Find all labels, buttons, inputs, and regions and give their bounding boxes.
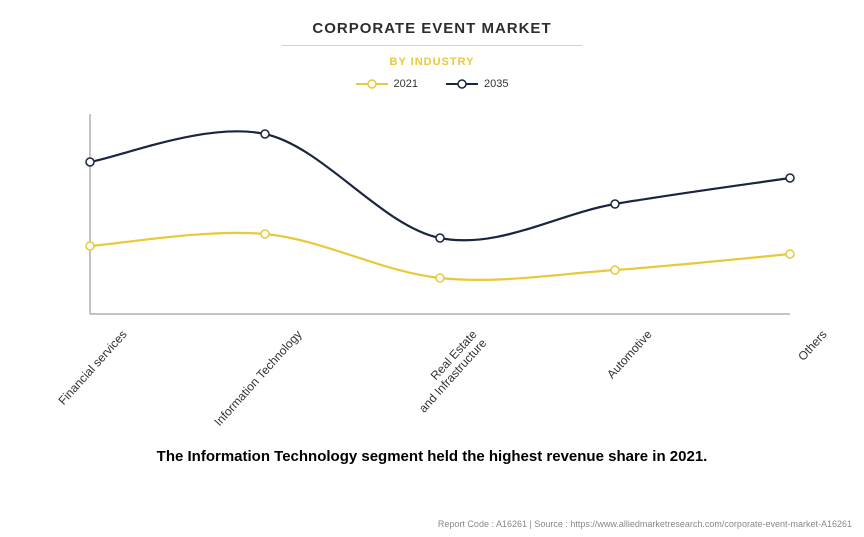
source-url: https://www.alliedmarketresearch.com/cor… xyxy=(570,519,852,529)
chart-container: CORPORATE EVENT MARKET BY INDUSTRY 2021 … xyxy=(0,0,864,537)
chart-caption: The Information Technology segment held … xyxy=(30,448,834,465)
chart-subtitle: BY INDUSTRY xyxy=(30,56,834,68)
x-axis-label: Automotive xyxy=(605,328,655,381)
source-prefix: Source : xyxy=(534,519,570,529)
legend-label: 2035 xyxy=(484,78,508,90)
legend-marker-icon xyxy=(446,79,478,89)
legend-item-2021: 2021 xyxy=(356,78,418,90)
x-axis-label: Real Estate and Infrastructure xyxy=(407,328,490,416)
x-axis-labels: Financial services Information Technology… xyxy=(30,318,834,438)
legend-label: 2021 xyxy=(394,78,418,90)
line-chart xyxy=(30,104,834,324)
x-axis-label: Financial services xyxy=(56,328,130,408)
report-code: A16261 xyxy=(496,519,527,529)
legend-item-2035: 2035 xyxy=(446,78,508,90)
footer-source: Report Code : A16261 | Source : https://… xyxy=(438,519,852,529)
report-code-prefix: Report Code : xyxy=(438,519,496,529)
legend: 2021 2035 xyxy=(30,78,834,90)
chart-title: CORPORATE EVENT MARKET xyxy=(30,20,834,37)
title-divider xyxy=(282,45,582,46)
legend-marker-icon xyxy=(356,79,388,89)
x-axis-label: Others xyxy=(796,328,830,364)
x-axis-label: Information Technology xyxy=(212,328,305,429)
